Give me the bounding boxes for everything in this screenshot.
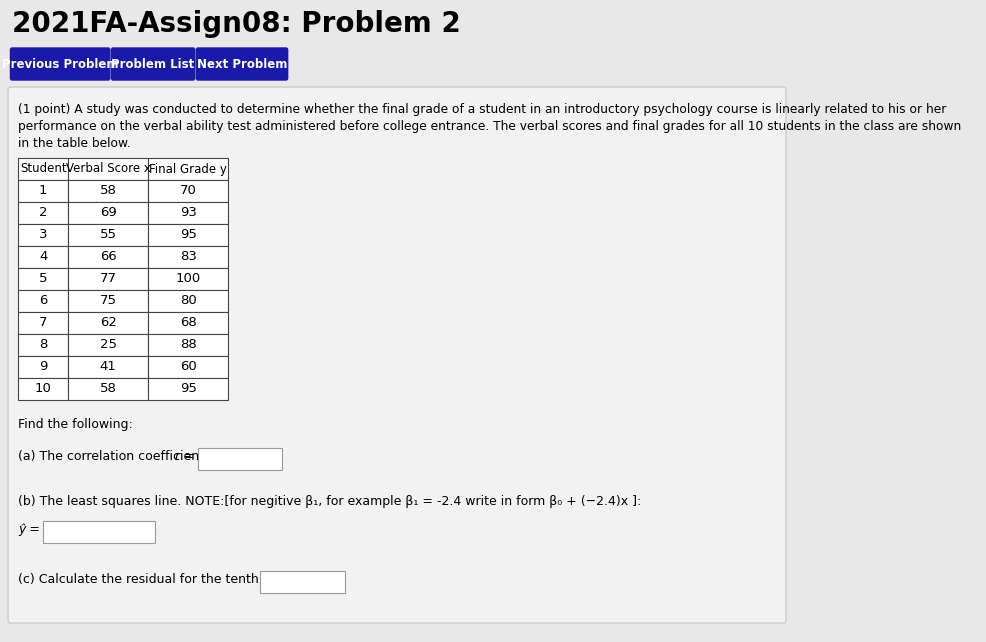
Text: 70: 70 bbox=[179, 184, 196, 198]
Bar bbox=[19, 356, 68, 378]
Text: 69: 69 bbox=[100, 207, 116, 220]
Text: 95: 95 bbox=[179, 383, 196, 395]
Bar bbox=[19, 334, 68, 356]
Bar bbox=[148, 312, 228, 334]
Bar bbox=[148, 268, 228, 290]
Bar bbox=[19, 290, 68, 312]
Bar bbox=[68, 224, 148, 246]
Text: (a) The correlation coefficient:: (a) The correlation coefficient: bbox=[19, 450, 213, 463]
Text: Student: Student bbox=[20, 162, 66, 175]
Text: 8: 8 bbox=[39, 338, 47, 352]
Bar bbox=[19, 202, 68, 224]
Text: 93: 93 bbox=[179, 207, 196, 220]
Bar bbox=[148, 290, 228, 312]
Text: 68: 68 bbox=[179, 317, 196, 329]
Text: (1 point) A study was conducted to determine whether the final grade of a studen: (1 point) A study was conducted to deter… bbox=[19, 103, 946, 116]
Text: Problem List: Problem List bbox=[111, 58, 194, 71]
Text: 1: 1 bbox=[39, 184, 47, 198]
Bar bbox=[68, 158, 148, 180]
Text: performance on the verbal ability test administered before college entrance. The: performance on the verbal ability test a… bbox=[19, 120, 960, 133]
Text: 2021FA-Assign08: Problem 2: 2021FA-Assign08: Problem 2 bbox=[12, 10, 460, 38]
Text: 5: 5 bbox=[39, 272, 47, 286]
Bar bbox=[148, 180, 228, 202]
Bar bbox=[19, 312, 68, 334]
Text: ŷ =: ŷ = bbox=[19, 523, 40, 536]
Bar bbox=[68, 378, 148, 400]
Text: Previous Problem: Previous Problem bbox=[2, 58, 118, 71]
Bar bbox=[19, 224, 68, 246]
Bar bbox=[68, 180, 148, 202]
FancyBboxPatch shape bbox=[11, 48, 109, 80]
Text: 7: 7 bbox=[39, 317, 47, 329]
Text: 83: 83 bbox=[179, 250, 196, 263]
Bar bbox=[148, 246, 228, 268]
Text: 60: 60 bbox=[179, 361, 196, 374]
Text: 3: 3 bbox=[39, 229, 47, 241]
Text: 6: 6 bbox=[39, 295, 47, 308]
Text: 100: 100 bbox=[176, 272, 201, 286]
Text: 4: 4 bbox=[39, 250, 47, 263]
Bar bbox=[148, 378, 228, 400]
FancyBboxPatch shape bbox=[196, 48, 287, 80]
Text: Next Problem: Next Problem bbox=[196, 58, 287, 71]
Text: 25: 25 bbox=[100, 338, 116, 352]
Text: Verbal Score x: Verbal Score x bbox=[66, 162, 151, 175]
Text: 62: 62 bbox=[100, 317, 116, 329]
Text: 2: 2 bbox=[39, 207, 47, 220]
Bar bbox=[19, 180, 68, 202]
Bar bbox=[19, 246, 68, 268]
Text: (b) The least squares line. NOTE:[for negitive β₁, for example β₁ = -2.4 write i: (b) The least squares line. NOTE:[for ne… bbox=[19, 495, 641, 508]
Bar bbox=[42, 521, 155, 543]
Bar bbox=[19, 268, 68, 290]
Text: 88: 88 bbox=[179, 338, 196, 352]
Text: 66: 66 bbox=[100, 250, 116, 263]
Bar bbox=[68, 290, 148, 312]
Bar bbox=[198, 448, 282, 470]
Text: Final Grade y: Final Grade y bbox=[149, 162, 227, 175]
Bar bbox=[68, 356, 148, 378]
Bar bbox=[148, 356, 228, 378]
Text: 77: 77 bbox=[100, 272, 116, 286]
Text: (c) Calculate the residual for the tenth student:: (c) Calculate the residual for the tenth… bbox=[19, 573, 315, 586]
Bar bbox=[68, 334, 148, 356]
Text: 58: 58 bbox=[100, 184, 116, 198]
Bar bbox=[19, 158, 68, 180]
Text: in the table below.: in the table below. bbox=[19, 137, 131, 150]
Text: 41: 41 bbox=[100, 361, 116, 374]
Text: r =: r = bbox=[176, 450, 195, 463]
Text: 9: 9 bbox=[39, 361, 47, 374]
FancyBboxPatch shape bbox=[8, 87, 785, 623]
Bar bbox=[68, 312, 148, 334]
Text: 10: 10 bbox=[35, 383, 51, 395]
Bar bbox=[148, 334, 228, 356]
Text: Find the following:: Find the following: bbox=[19, 418, 133, 431]
Text: 95: 95 bbox=[179, 229, 196, 241]
Text: 58: 58 bbox=[100, 383, 116, 395]
Bar bbox=[68, 202, 148, 224]
Bar bbox=[148, 224, 228, 246]
Bar bbox=[68, 268, 148, 290]
Bar bbox=[260, 571, 344, 593]
Text: 80: 80 bbox=[179, 295, 196, 308]
FancyBboxPatch shape bbox=[111, 48, 194, 80]
Bar bbox=[148, 158, 228, 180]
Text: 75: 75 bbox=[100, 295, 116, 308]
Bar bbox=[68, 246, 148, 268]
Text: 55: 55 bbox=[100, 229, 116, 241]
Bar bbox=[148, 202, 228, 224]
Bar bbox=[19, 378, 68, 400]
